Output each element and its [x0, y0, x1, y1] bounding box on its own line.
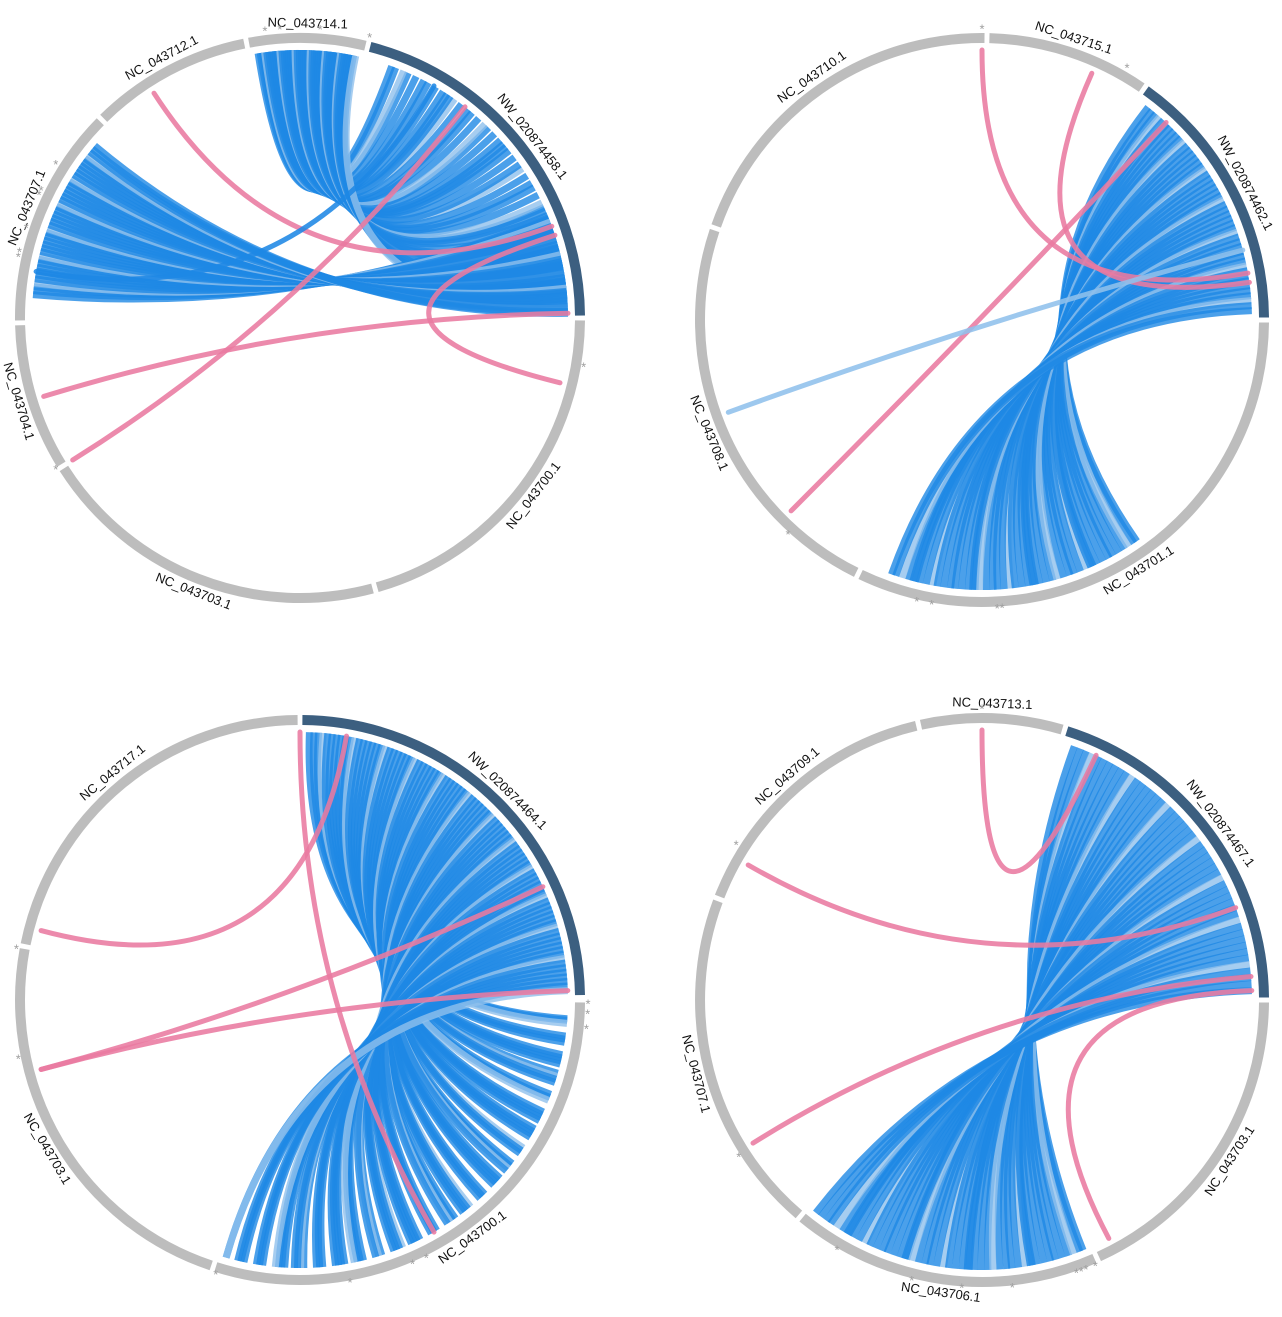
- link-bundle-group: [32, 49, 569, 317]
- star-marker-icon: *: [585, 1007, 590, 1022]
- star-marker-icon: *: [53, 157, 58, 172]
- star-marker-icon: *: [277, 22, 282, 37]
- link-chord: [892, 307, 1252, 577]
- highlight-link: [979, 47, 1251, 283]
- link-chord: [33, 83, 437, 282]
- star-marker-icon: *: [262, 24, 267, 39]
- chromosome-label: NC_043714.1: [267, 14, 348, 31]
- chromosome-segment: [59, 465, 374, 603]
- star-marker-icon: *: [1093, 1258, 1098, 1273]
- chromosome-segment: [214, 1002, 585, 1285]
- star-marker-icon: *: [347, 1275, 352, 1290]
- chromosome-segment: [302, 715, 585, 996]
- star-marker-icon: *: [410, 1257, 415, 1272]
- chromosome-segment: [1142, 86, 1269, 318]
- chromosome-segment: [695, 899, 803, 1219]
- highlight-link: [979, 727, 1099, 874]
- chromosome-segment: [1065, 726, 1269, 998]
- star-marker-icon: *: [213, 1267, 218, 1282]
- chromosome-segment: [714, 720, 918, 899]
- star-marker-icon: *: [17, 245, 22, 260]
- highlight-link: [1057, 70, 1252, 290]
- star-marker-icon: *: [959, 1281, 964, 1296]
- star-marker-icon: *: [979, 21, 984, 36]
- star-marker-icon: *: [734, 838, 739, 853]
- highlight-link: [1065, 988, 1255, 1241]
- link-bundle-group: [813, 745, 1252, 1271]
- chromosome-segment: [368, 42, 585, 316]
- star-marker-icon: *: [14, 941, 19, 956]
- link-chord: [725, 247, 1246, 415]
- star-marker-icon: *: [929, 597, 934, 612]
- star-marker-icon: *: [909, 1273, 914, 1288]
- highlight-link: [750, 974, 1254, 1146]
- star-marker-icon: *: [39, 183, 44, 198]
- chromosome-segment: [989, 33, 1145, 92]
- star-marker-icon: *: [1083, 1262, 1088, 1277]
- chromosome-segment: [919, 713, 1064, 735]
- star-marker-icon: *: [1079, 1264, 1084, 1279]
- highlight-link: [38, 988, 571, 1072]
- chromosome-segment: [711, 32, 985, 228]
- star-marker-icon: *: [585, 996, 590, 1011]
- link-bundle-group: [222, 732, 568, 1269]
- star-marker-icon: *: [584, 1022, 589, 1037]
- star-marker-icon: *: [36, 188, 41, 203]
- highlight-link: [745, 862, 1239, 948]
- star-marker-icon: *: [1124, 60, 1129, 75]
- star-marker-icon: *: [16, 1051, 21, 1066]
- chromosome-segment: [375, 320, 585, 593]
- star-marker-icon: *: [424, 1250, 429, 1265]
- star-marker-icon: *: [581, 359, 586, 374]
- star-marker-icon: *: [834, 1243, 839, 1258]
- chromosome-segment: [14, 118, 104, 321]
- star-marker-icon: *: [1010, 1280, 1015, 1295]
- star-marker-icon: *: [24, 220, 29, 235]
- star-marker-icon: *: [979, 701, 984, 716]
- star-marker-icon: *: [995, 601, 1000, 616]
- star-marker-icon: *: [318, 22, 323, 37]
- chromosome-segment: [858, 322, 1269, 607]
- star-marker-icon: *: [1074, 1266, 1079, 1281]
- chromosome-segment: [695, 228, 859, 577]
- highlight-link: [297, 729, 437, 1235]
- chromosome-segment: [799, 1213, 1097, 1287]
- star-marker-icon: *: [736, 1149, 741, 1164]
- chromosome-segment: [15, 325, 66, 467]
- chord-panel-3: NW_020874464.1NC_043700.1NC_043703.1NC_0…: [14, 715, 591, 1290]
- chord-panel-2: NC_043715.1NW_020874462.1NC_043701.1NC_0…: [687, 18, 1276, 616]
- highlight-link: [38, 733, 349, 948]
- star-marker-icon: *: [914, 594, 919, 609]
- chord-panel-1: NC_043714.1NW_020874458.1NC_043700.1NC_0…: [1, 14, 587, 612]
- star-marker-icon: *: [1000, 601, 1005, 616]
- highlight-link: [41, 310, 571, 399]
- chromosome-segment: [15, 948, 213, 1271]
- chromosome-segment: [100, 38, 246, 122]
- star-marker-icon: *: [16, 250, 21, 265]
- star-marker-icon: *: [367, 30, 372, 45]
- highlight-link: [70, 104, 468, 463]
- star-marker-icon: *: [53, 462, 58, 477]
- highlight-link: [426, 232, 563, 386]
- star-marker-icon: *: [785, 527, 790, 542]
- chromosome-segment: [248, 32, 367, 51]
- chromosome-segment: [20, 715, 298, 946]
- chromosome-segment: [1096, 1002, 1269, 1262]
- chord-panel-4: NC_043713.1NW_020874467.1NC_043703.1NC_0…: [679, 694, 1269, 1305]
- link-bundle-group: [888, 105, 1252, 591]
- highlight-link: [788, 120, 1169, 514]
- link-chord: [222, 987, 568, 1259]
- chromosome-label: NC_043713.1: [952, 694, 1033, 712]
- highlight-link: [151, 90, 555, 256]
